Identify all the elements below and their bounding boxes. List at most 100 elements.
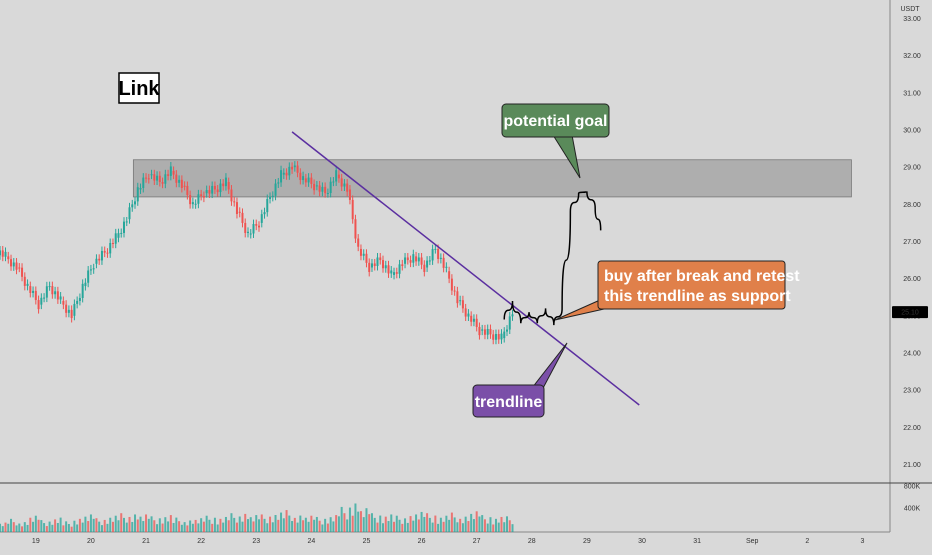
candle-body [505,329,508,332]
volume-bar [56,522,59,532]
volume-bar [483,519,486,532]
volume-bar [423,516,426,532]
volume-bar [420,511,423,532]
candle-body [222,183,225,187]
volume-bar [100,525,103,532]
candle-body [404,257,407,264]
buy-note-line-2: this trendline as support [604,288,791,305]
candle-body [395,272,398,274]
candle-body [23,276,26,286]
candle-body [384,265,387,269]
candle-body [503,331,506,339]
volume-bar [178,521,181,532]
candle-body [134,201,137,205]
candle-body [32,290,35,293]
candle-body [277,182,280,184]
candle-body [54,291,57,295]
candle-body [324,186,327,194]
price-tick-label: 22.00 [903,425,921,432]
candle-body [224,177,227,187]
candle-body [40,297,43,305]
candle-body [103,250,106,253]
time-tick-label: 19 [32,538,40,545]
candle-body [390,270,393,274]
candle-body [111,242,114,244]
candle-body [172,170,175,175]
volume-bar [84,516,87,532]
volume-bar [131,521,134,532]
trendline-label: trendline [475,394,543,411]
volume-bar [409,516,412,532]
volume-bar [122,517,125,532]
time-tick-label: 28 [528,538,536,545]
volume-bar [48,521,51,532]
volume-bar [194,519,197,532]
volume-bar [23,522,26,532]
candle-body [34,290,37,301]
candle-body [122,221,125,233]
volume-bar [445,515,448,532]
volume-bar [51,524,54,532]
candle-body [442,257,445,268]
candle-body [15,262,18,270]
candle-body [191,202,194,205]
time-tick-label: 20 [87,538,95,545]
candle-body [494,334,497,340]
candle-body [45,286,48,298]
candle-body [304,178,307,183]
volume-tick-label: 800K [904,484,921,491]
volume-bar [497,522,500,532]
volume-bar [216,524,219,532]
candle-body [263,212,266,215]
volume-bar [335,515,338,532]
candle-body [486,328,489,335]
candle-body [302,176,305,181]
candle-body [120,232,123,234]
volume-bar [153,520,156,532]
volume-bar [98,521,101,532]
candle-body [29,286,32,293]
volume-bar [109,517,112,532]
candle-body [227,182,230,190]
volume-bar [54,519,57,532]
volume-bar [315,516,318,532]
candle-body [76,300,79,304]
volume-bar [324,518,327,532]
candle-body [131,204,134,208]
time-tick-label: Sep [746,538,759,545]
symbol-label-box [118,72,160,104]
candle-body [481,329,484,331]
volume-bar [453,517,456,532]
candle-body [417,257,420,262]
volume-bar [450,512,453,532]
volume-bar [288,515,291,532]
candle-body [492,334,495,340]
candle-body [260,214,263,223]
volume-bar [233,517,236,532]
volume-bar [78,518,81,532]
volume-bar [40,520,43,532]
volume-bar [169,515,172,532]
volume-bar [45,526,48,532]
volume-bar [299,515,302,532]
volume-bar [412,520,415,532]
volume-bar [390,514,393,532]
volume-bar [404,518,407,532]
time-tick-label: 2 [805,538,809,545]
volume-bar [321,524,324,532]
volume-bar [346,519,349,532]
volume-bar [307,521,310,532]
candle-body [423,264,426,272]
candle-body [329,181,332,194]
volume-bar [393,521,396,532]
volume-bar [302,520,305,532]
volume-bar [508,520,511,532]
buy-note-line-1: buy after break and retest [604,268,800,285]
volume-bar [59,517,62,532]
time-tick-label: 22 [197,538,205,545]
candle-body [4,251,7,257]
candle-body [100,250,103,261]
candle-body [296,165,299,173]
